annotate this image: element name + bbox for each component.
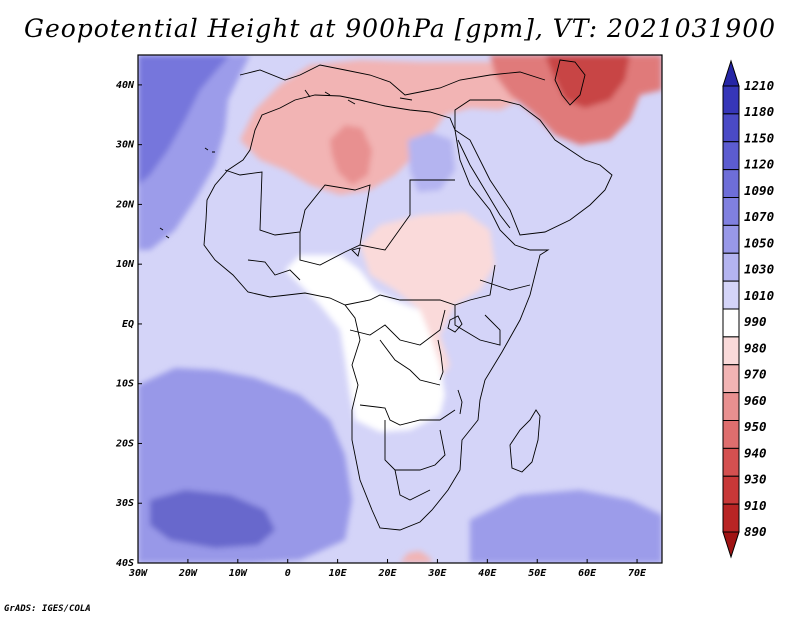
colorbar-swatch xyxy=(722,141,740,171)
gulf-of-guinea-borders xyxy=(247,259,301,281)
colorbar-swatch xyxy=(722,113,740,143)
sahel-borders xyxy=(299,179,455,266)
colorbar-label: 1050 xyxy=(744,235,774,250)
africa-coastline xyxy=(203,94,550,531)
colorbar-swatch xyxy=(722,475,740,505)
y-tick-label: 30N xyxy=(115,140,135,151)
colorbar-swatch xyxy=(722,308,740,338)
colorbar-label: 990 xyxy=(744,314,767,329)
colorbar-swatch xyxy=(722,447,740,477)
colorbar-swatch xyxy=(722,336,740,366)
x-tick-label: 20W xyxy=(178,568,198,579)
lake-tanganyika xyxy=(437,339,444,381)
y-tick-label: 20S xyxy=(115,438,134,449)
colorbar-swatch xyxy=(722,169,740,198)
colorbar-label: 1150 xyxy=(744,130,774,145)
south-atlantic-core-region xyxy=(150,490,275,548)
y-tick-label: EQ xyxy=(122,319,134,330)
colorbar-swatch xyxy=(722,224,740,254)
lake-malawi xyxy=(457,389,463,415)
y-tick-label: 20N xyxy=(115,199,135,210)
colorbar-label: 890 xyxy=(744,524,767,539)
madagascar-coastline xyxy=(509,409,541,473)
colorbar-label: 970 xyxy=(744,367,767,382)
colorbar-label: 1180 xyxy=(744,104,774,119)
colorbar-label: 950 xyxy=(744,419,767,434)
caspian-coastline xyxy=(554,59,586,106)
iran-low-core-region xyxy=(545,55,630,108)
y-axis: 40N 30N 20N 10N EQ 10S 20S 30S 40S xyxy=(115,80,142,569)
colorbar-label: 980 xyxy=(744,340,767,355)
cape-verde xyxy=(159,227,170,239)
colorbar-label: 940 xyxy=(744,445,767,460)
central-africa-borders xyxy=(344,264,496,306)
x-tick-label: 10W xyxy=(229,568,248,579)
colorbar-label: 930 xyxy=(744,472,767,487)
y-tick-label: 40N xyxy=(116,80,135,91)
x-tick-label: 70E xyxy=(628,568,647,579)
grads-credit: GrADS: IGES/COLA xyxy=(4,604,91,614)
x-axis: 30W 20W 10W 0 10E 20E 30E 40E 50E 60E 70E xyxy=(128,559,647,579)
canary-islands xyxy=(204,147,215,153)
x-tick-label: 0 xyxy=(285,568,291,579)
height-field xyxy=(138,55,662,563)
x-tick-label: 20E xyxy=(377,568,397,579)
north-atlantic-high-region xyxy=(138,55,230,185)
arabia-coastline xyxy=(454,99,613,236)
colorbar-label: 1070 xyxy=(744,209,774,224)
map-title: Geopotential Height at 900hPa [gpm], VT:… xyxy=(23,14,777,43)
y-tick-label: 10N xyxy=(116,259,135,270)
x-tick-label: 50E xyxy=(528,568,547,579)
east-med-high-region xyxy=(408,132,455,192)
y-tick-label: 10S xyxy=(116,379,134,390)
x-tick-label: 60E xyxy=(578,568,597,579)
colorbar-swatch xyxy=(722,280,740,310)
country-boundaries xyxy=(159,59,613,531)
colorbar-swatch xyxy=(722,364,740,394)
europe-coastline xyxy=(239,64,546,96)
colorbar-label: 1210 xyxy=(744,78,774,93)
colorbar-bottom-arrow xyxy=(722,531,740,559)
southern-africa-borders xyxy=(359,404,456,501)
lake-victoria xyxy=(447,315,463,333)
plot-frame xyxy=(137,54,663,564)
colorbar-swatch xyxy=(722,197,740,226)
colorbar-label: 1120 xyxy=(744,157,774,172)
colorbar-label: 960 xyxy=(744,393,767,408)
west-africa-borders xyxy=(224,169,371,246)
plot-area xyxy=(138,55,662,563)
red-sea xyxy=(457,139,511,229)
sudan-low-region xyxy=(360,212,495,380)
colorbar-label: 910 xyxy=(744,498,767,513)
colorbar-swatch xyxy=(722,252,740,282)
colorbar-swatch xyxy=(722,392,740,421)
congo-borders xyxy=(349,309,446,386)
colorbar-label: 1090 xyxy=(744,183,774,198)
colorbar-swatch xyxy=(722,85,740,115)
algeria-low-core-region xyxy=(330,125,372,185)
congo-white-region xyxy=(285,255,445,432)
x-tick-label: 40E xyxy=(478,568,497,579)
colorbar-swatch xyxy=(722,503,740,533)
colorbar-label: 1010 xyxy=(744,288,774,303)
x-tick-label: 10E xyxy=(329,568,348,579)
sahara-low-region xyxy=(240,60,540,195)
y-tick-label: 40S xyxy=(116,558,134,569)
colorbar-swatch xyxy=(722,420,740,449)
colorbar-label: 1030 xyxy=(744,262,774,277)
indian-ocean-high-region xyxy=(470,490,662,563)
colorbar-top-arrow xyxy=(722,59,740,87)
lake-chad xyxy=(351,247,361,257)
x-tick-label: 30W xyxy=(128,568,148,579)
colorbar: 1210 1180 1150 1120 1090 1070 1050 1030 1010 990 9… xyxy=(722,59,774,559)
mediterranean-islands xyxy=(304,89,413,105)
y-tick-label: 30S xyxy=(115,498,134,509)
x-tick-label: 30E xyxy=(427,568,447,579)
east-africa-borders xyxy=(454,279,531,346)
south-red-spot xyxy=(400,551,432,563)
